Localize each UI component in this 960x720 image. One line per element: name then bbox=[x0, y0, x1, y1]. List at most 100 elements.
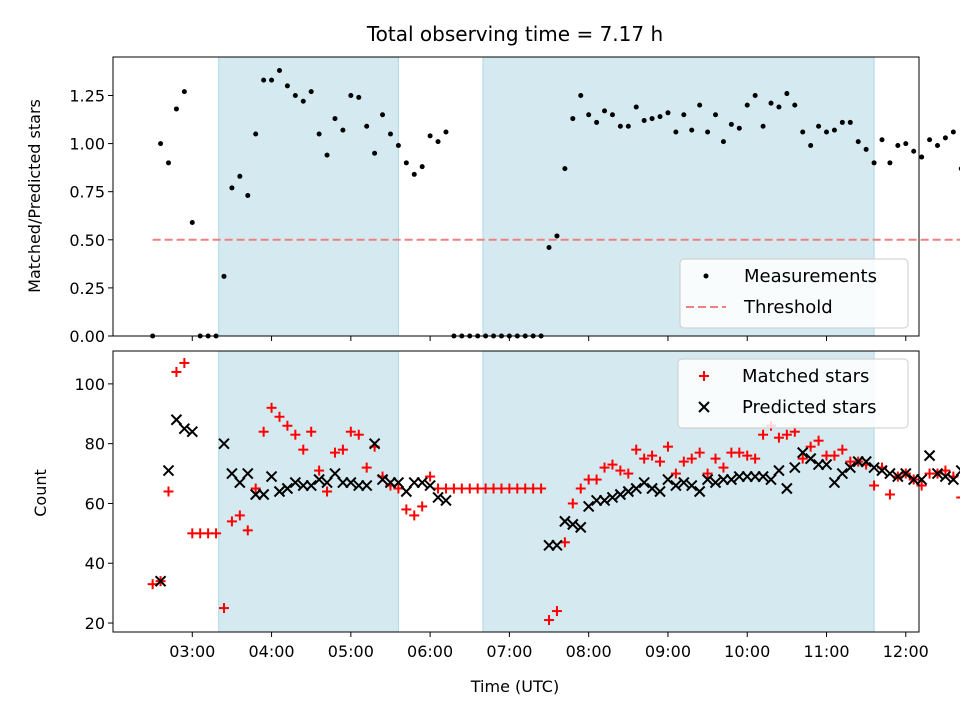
point-0-68 bbox=[689, 127, 695, 133]
y-tick-label: 20 bbox=[85, 614, 105, 633]
point-0-11 bbox=[234, 510, 245, 521]
point-1-84 bbox=[939, 470, 952, 483]
point-0-70 bbox=[702, 468, 713, 479]
point-1-83-b bbox=[931, 467, 944, 480]
point-0-91 bbox=[871, 160, 877, 166]
point-0-57 bbox=[602, 108, 608, 114]
point-0-87 bbox=[837, 444, 848, 455]
point-0-68 bbox=[686, 453, 697, 464]
axes-frame bbox=[112, 350, 920, 633]
point-0-84 bbox=[816, 123, 822, 129]
point-1-45-b bbox=[630, 482, 642, 495]
point-0-3 bbox=[173, 106, 179, 112]
point-1-53 bbox=[693, 485, 706, 498]
point-0-77 bbox=[758, 429, 769, 440]
point-0-92 bbox=[879, 137, 885, 143]
point-0-62 bbox=[641, 117, 647, 123]
x-tick-label: 05:00 bbox=[328, 642, 374, 661]
point-1-65 bbox=[789, 461, 801, 474]
point-0-89 bbox=[855, 139, 861, 145]
point-1-70-b bbox=[828, 476, 841, 489]
bottom-y-axis-title: Count bbox=[31, 469, 50, 517]
point-0-21 bbox=[314, 465, 325, 476]
legend-label-1: Predicted stars bbox=[742, 397, 876, 418]
point-1-35-b bbox=[551, 539, 563, 552]
series-0 bbox=[150, 67, 960, 339]
point-1-51 bbox=[678, 476, 690, 489]
point-1-5 bbox=[218, 437, 230, 450]
point-1-32-b bbox=[432, 491, 444, 504]
point-0-61 bbox=[633, 104, 639, 110]
point-1-66-b bbox=[797, 446, 809, 459]
point-0-95 bbox=[903, 141, 909, 147]
point-0-78 bbox=[768, 100, 774, 106]
point-1-46 bbox=[638, 476, 650, 489]
point-0-56 bbox=[594, 119, 600, 125]
legend-swatch-1 bbox=[698, 401, 710, 413]
point-1-79 bbox=[900, 467, 912, 480]
point-0-59 bbox=[615, 465, 626, 476]
point-1-85 bbox=[947, 473, 960, 486]
point-0-31 bbox=[395, 143, 401, 149]
point-0-12 bbox=[242, 525, 253, 536]
point-1-11 bbox=[265, 470, 278, 483]
point-1-78 bbox=[892, 470, 904, 483]
point-1-63-b bbox=[773, 464, 785, 477]
legend-box bbox=[677, 358, 909, 429]
point-1-23-b bbox=[360, 479, 373, 492]
point-0-79 bbox=[776, 104, 782, 110]
point-0-3 bbox=[171, 366, 182, 377]
point-0-14 bbox=[258, 426, 269, 437]
point-1-23 bbox=[360, 479, 373, 492]
point-0-13 bbox=[250, 483, 261, 494]
point-1-81-b bbox=[915, 473, 928, 486]
point-1-62-b bbox=[765, 473, 777, 486]
legend-box bbox=[679, 258, 909, 329]
point-1-12-b bbox=[273, 485, 286, 498]
point-0-71 bbox=[713, 112, 719, 118]
point-1-10 bbox=[257, 488, 270, 501]
x-tick-label: 06:00 bbox=[407, 642, 453, 661]
point-1-82 bbox=[923, 449, 936, 462]
point-1-86 bbox=[955, 464, 960, 477]
point-1-16-b bbox=[305, 479, 317, 492]
point-0-54 bbox=[575, 483, 586, 494]
point-1-0 bbox=[154, 575, 167, 587]
y-tick-label: 1.25 bbox=[69, 86, 105, 105]
point-0-65 bbox=[665, 110, 671, 116]
point-0-58 bbox=[607, 459, 618, 470]
point-0-65 bbox=[662, 441, 673, 452]
point-0-36 bbox=[435, 139, 441, 145]
point-1-19 bbox=[329, 467, 341, 480]
point-1-31-b bbox=[424, 479, 436, 492]
point-1-25 bbox=[376, 473, 389, 486]
ratio-panel: 0.00 0.25 0.50 0.75 1.00 1.25 Measurements Thre… bbox=[69, 56, 960, 346]
y-tick-label: 80 bbox=[85, 435, 105, 454]
point-0-99 bbox=[934, 143, 940, 149]
point-0-98 bbox=[927, 137, 933, 143]
point-0-64 bbox=[655, 456, 666, 467]
point-1-1-b bbox=[162, 464, 175, 477]
point-1-55-b bbox=[709, 476, 722, 489]
point-0-85 bbox=[824, 129, 830, 135]
point-0-72 bbox=[720, 139, 726, 145]
point-0-16 bbox=[274, 411, 285, 422]
point-0-100 bbox=[940, 465, 951, 476]
point-0-69 bbox=[694, 447, 705, 458]
point-0-14 bbox=[261, 77, 267, 83]
point-0-35 bbox=[425, 471, 436, 482]
point-1-44 bbox=[622, 485, 635, 498]
point-0-101 bbox=[950, 129, 956, 135]
point-1-28-b bbox=[400, 485, 413, 498]
point-0-8 bbox=[211, 528, 222, 539]
point-1-79-b bbox=[900, 467, 912, 480]
point-0-9 bbox=[218, 603, 229, 614]
point-0-4 bbox=[181, 89, 187, 95]
point-0-82 bbox=[800, 129, 806, 135]
point-1-2 bbox=[170, 414, 183, 426]
point-1-3 bbox=[178, 423, 191, 435]
legend-label-0: Matched stars bbox=[742, 366, 869, 387]
point-1-69 bbox=[820, 458, 833, 471]
point-0-28 bbox=[372, 150, 378, 156]
